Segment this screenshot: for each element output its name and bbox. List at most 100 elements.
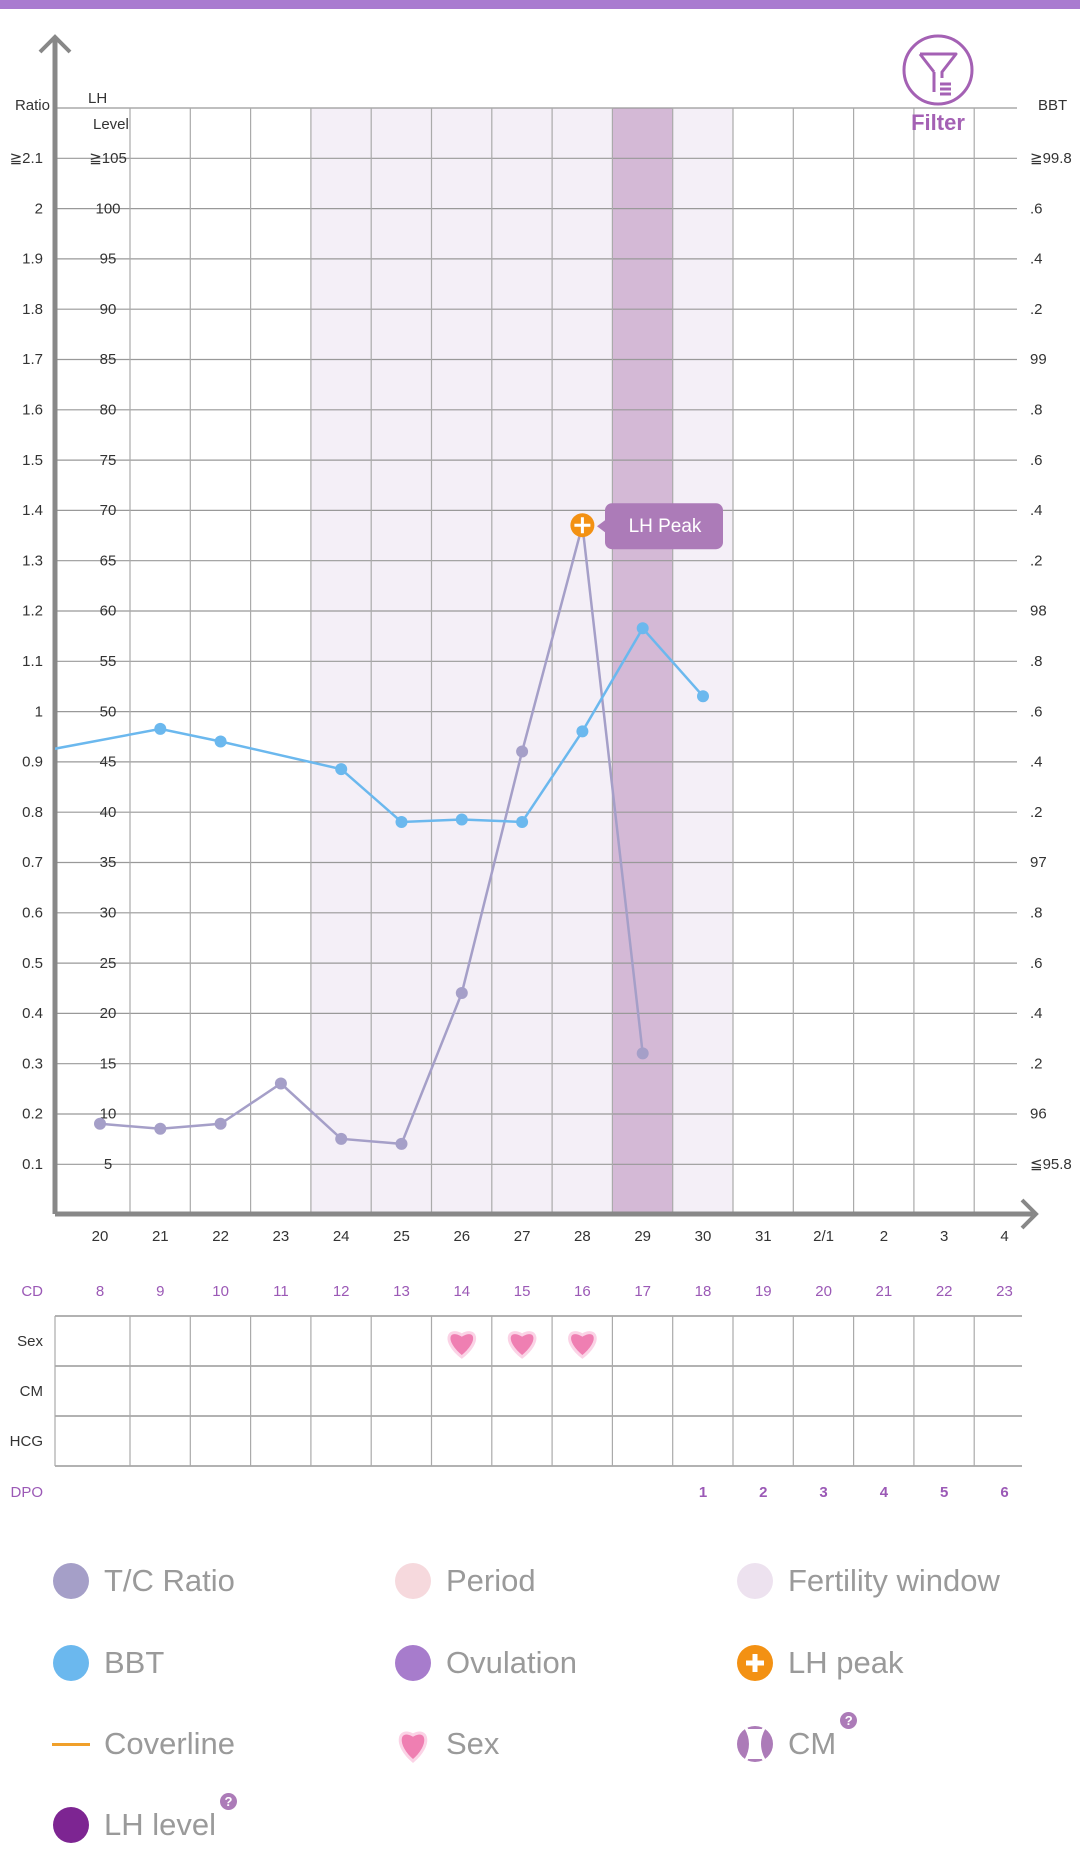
date-label: 30 (695, 1228, 712, 1245)
legend-item-coverline: Coverline (52, 1719, 235, 1769)
bbt-tick-label: .2 (1030, 804, 1043, 821)
lh-tick-label: 20 (100, 1005, 117, 1022)
tc-ratio-point (516, 745, 529, 758)
tc-ratio-point (395, 1137, 408, 1150)
ratio-tick-label: 1.9 (22, 251, 43, 268)
lh-level-dot (52, 1806, 90, 1844)
help-icon[interactable]: ? (840, 1712, 858, 1729)
tc-ratio-dot (52, 1562, 90, 1600)
lh-tick-label: 60 (100, 603, 117, 620)
bbt-point (154, 722, 167, 735)
heart-icon (394, 1725, 432, 1763)
ratio-tick-label: 1.7 (22, 351, 43, 368)
legend-label: BBT (104, 1645, 164, 1681)
ratio-tick-label: 0.8 (22, 804, 43, 821)
ratio-tick-label: 1 (35, 703, 43, 720)
dpo-label: 4 (880, 1484, 889, 1501)
table-row-title: HCG (10, 1433, 43, 1450)
help-icon[interactable]: ? (220, 1793, 237, 1810)
legend-text: CM (788, 1726, 837, 1761)
cd-label: 22 (936, 1283, 953, 1300)
bbt-tick-label: .8 (1030, 402, 1043, 419)
tc-ratio-point (335, 1132, 348, 1145)
bbt-point (395, 815, 408, 828)
lh-tick-label: 45 (100, 754, 117, 771)
bbt-tick-label: ≦95.8 (1030, 1156, 1072, 1173)
date-label: 22 (212, 1228, 229, 1245)
cd-label: 13 (393, 1283, 410, 1300)
lh-tick-label: ≧105 (89, 150, 127, 167)
cd-label: 21 (876, 1283, 893, 1300)
ratio-tick-label: 1.2 (22, 603, 43, 620)
legend-item-sex: Sex (394, 1719, 499, 1769)
cd-row-title: CD (21, 1283, 43, 1300)
cd-label: 18 (695, 1283, 712, 1300)
cd-label: 15 (514, 1283, 531, 1300)
legend-text: Period (446, 1563, 536, 1598)
legend-label: Coverline (104, 1726, 235, 1762)
ratio-tick-label: 0.9 (22, 754, 43, 771)
lh-tick-label: 30 (100, 905, 117, 922)
lh-tick-label: 95 (100, 251, 117, 268)
ratio-tick-label: 1.6 (22, 402, 43, 419)
legend-item-lh-level: LH level? (52, 1793, 237, 1850)
lh-peak-tooltip-label: LH Peak (629, 516, 702, 537)
dpo-label: 6 (1000, 1484, 1008, 1501)
legend-item-t-c-ratio: T/C Ratio (52, 1556, 235, 1606)
lh-tick-label: 75 (100, 452, 117, 469)
bbt-tick-label: .4 (1030, 502, 1043, 519)
date-label: 26 (453, 1228, 470, 1245)
lh-tick-label: 55 (100, 653, 117, 670)
bbt-tick-label: .4 (1030, 251, 1043, 268)
cd-label: 17 (634, 1283, 651, 1300)
ratio-axis-title: Ratio (15, 97, 50, 114)
filter-button[interactable]: Filter (898, 32, 978, 140)
lh-peak-icon (736, 1644, 774, 1682)
ratio-tick-label: 0.3 (22, 1055, 43, 1072)
bbt-tick-label: ≧99.8 (1030, 150, 1072, 167)
lh-tick-label: 40 (100, 804, 117, 821)
sex-heart-icon (507, 1331, 537, 1359)
dpo-row-title: DPO (10, 1484, 43, 1501)
ratio-tick-label: 1.8 (22, 301, 43, 318)
ratio-tick-label: 0.6 (22, 905, 43, 922)
bbt-dot (52, 1644, 90, 1682)
cm-icon (736, 1725, 774, 1763)
legend-text: T/C Ratio (104, 1563, 235, 1598)
date-label: 28 (574, 1228, 591, 1245)
legend-item-bbt: BBT (52, 1638, 164, 1688)
legend-item-period: Period (394, 1556, 536, 1606)
date-label: 25 (393, 1228, 410, 1245)
cd-label: 10 (212, 1283, 229, 1300)
bbt-tick-label: .2 (1030, 301, 1043, 318)
sex-heart-icon (568, 1331, 597, 1359)
filter-icon (902, 34, 974, 106)
x-axis-arrow (1020, 1198, 1039, 1230)
dpo-label: 5 (940, 1484, 948, 1501)
lh-tick-label: 65 (100, 552, 117, 569)
bbt-tick-label: 96 (1030, 1106, 1047, 1123)
lh-tick-label: 15 (100, 1055, 117, 1072)
legend-label: Period (446, 1563, 536, 1599)
fertility-window-dot (736, 1562, 774, 1600)
legend-item-lh-peak: LH peak (736, 1638, 903, 1688)
tc-ratio-point (214, 1117, 227, 1130)
legend-label: CM? (788, 1712, 858, 1762)
lh-tick-label: 85 (100, 351, 117, 368)
legend-text: Fertility window (788, 1563, 1000, 1598)
lh-peak-tooltip (597, 503, 723, 550)
sex-heart-icon (447, 1331, 477, 1359)
tc-ratio-point (94, 1117, 106, 1130)
legend-label: LH peak (788, 1645, 903, 1681)
bbt-point (455, 813, 468, 826)
bbt-tick-label: 98 (1030, 603, 1047, 620)
period-dot (394, 1562, 432, 1600)
cd-label: 20 (815, 1283, 832, 1300)
bbt-tick-label: .6 (1030, 703, 1043, 720)
ratio-tick-label: 1.5 (22, 452, 43, 469)
legend-label: LH level? (104, 1793, 237, 1843)
date-label: 2/1 (813, 1228, 834, 1245)
legend-label: Sex (446, 1726, 499, 1762)
date-label: 24 (333, 1228, 350, 1245)
bbt-tick-label: .6 (1030, 452, 1043, 469)
